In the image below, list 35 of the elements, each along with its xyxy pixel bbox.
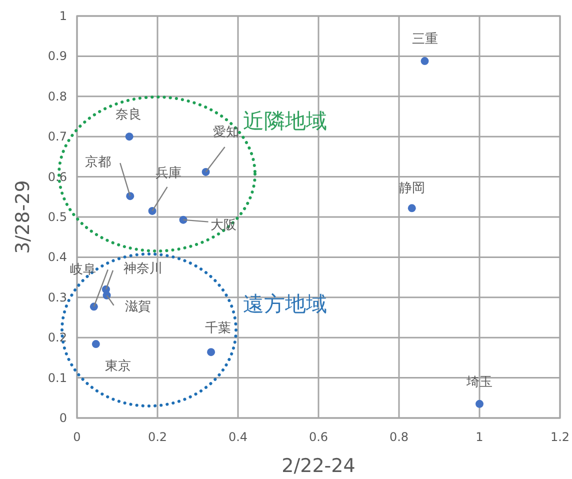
point-label: 愛知 [212,124,239,140]
y-axis-title: 3/28-29 [12,180,34,254]
y-tick-label: 0.3 [48,290,67,304]
y-tick-label: 0.4 [48,250,67,264]
y-tick-label: 0.9 [48,49,67,64]
x-tick-label: 1 [476,430,484,444]
point-label: 滋賀 [124,299,151,314]
point-label: 岐阜 [70,262,96,278]
point-label: 兵庫 [155,166,182,181]
y-tick-label: 1 [59,9,67,23]
x-tick-label: 0.2 [148,430,168,444]
x-axis-title: 2/22-24 [282,455,356,477]
point-label: 三重 [412,32,438,48]
y-tick-label: 0 [59,411,67,425]
x-tick-label: 0.6 [308,430,328,444]
y-tick-label: 0.8 [48,89,67,104]
point-label: 埼玉 [466,374,492,390]
annotation: 遠方地域 [243,292,327,316]
y-tick-label: 0.1 [48,370,67,385]
x-tick-label: 0.4 [228,430,248,444]
point-label: 京都 [85,155,112,170]
y-tick-label: 0.6 [48,170,67,184]
point-label: 奈良 [115,108,142,123]
x-tick-label: 0 [73,430,81,444]
y-tick-label: 0.5 [48,210,67,224]
y-tick-label: 0.2 [48,330,67,345]
point-label: 千葉 [205,321,232,336]
x-tick-label: 1.2 [550,430,570,444]
point-label: 大阪 [210,218,236,233]
point-label: 静岡 [398,181,425,196]
x-tick-label: 0.8 [389,430,409,444]
point-label: 東京 [104,359,131,374]
y-tick-label: 0.7 [48,130,67,144]
annotation: 近隣地域 [243,109,327,133]
point-label: 神奈川 [123,261,162,276]
